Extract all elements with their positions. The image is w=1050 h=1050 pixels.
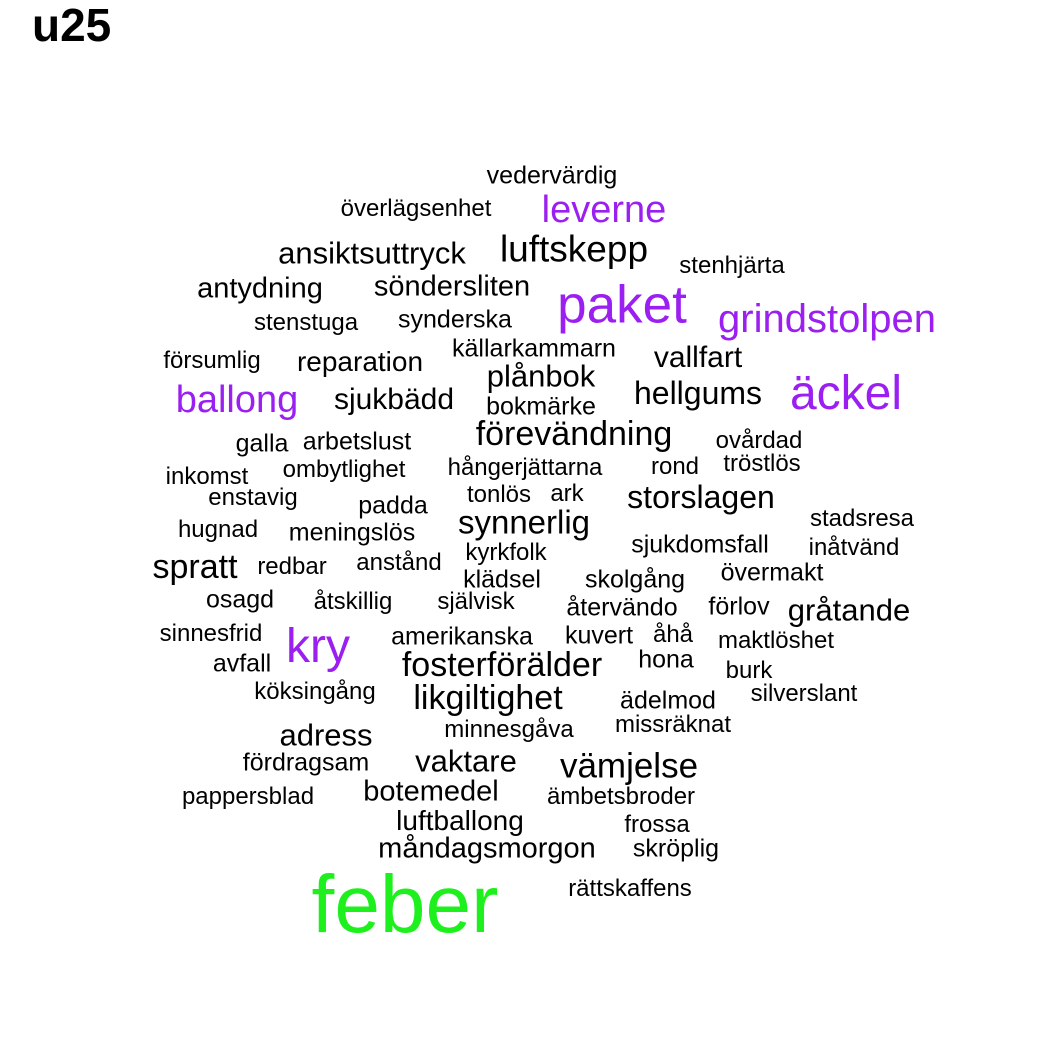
word-planbok: plånbok bbox=[486, 358, 596, 394]
word-ansiktsuttryck: ansiktsuttryck bbox=[278, 235, 466, 271]
word-osagd: osagd bbox=[205, 585, 275, 614]
word-stenstuga: stenstuga bbox=[253, 309, 359, 336]
word-ombytlighet: ombytlighet bbox=[282, 456, 406, 483]
word-bokmarke: bokmärke bbox=[486, 392, 596, 421]
word-ark: ark bbox=[550, 480, 584, 507]
word-paket: paket bbox=[557, 275, 687, 335]
word-sonderslit-n: sönderslitеn bbox=[373, 270, 531, 303]
word-kallarkammarn: källarkammarn bbox=[452, 334, 616, 363]
word-botemedel: botemedel bbox=[363, 775, 499, 808]
word-forsumlig: försumlig bbox=[163, 347, 261, 374]
word-vallfart: vallfart bbox=[653, 341, 743, 374]
word-arbetslust: arbetslust bbox=[302, 427, 412, 456]
word-aha: åhå bbox=[652, 621, 694, 648]
word-spratt: spratt bbox=[152, 548, 238, 586]
word-gratande: gråtande bbox=[787, 592, 911, 628]
word-ackel: äckel bbox=[789, 367, 903, 420]
word-avfall: avfall bbox=[212, 649, 272, 678]
word-redbar: redbar bbox=[257, 553, 327, 580]
word-missraknat: missräknat bbox=[614, 711, 732, 738]
word-likgiltighet: likgiltighet bbox=[413, 679, 563, 717]
word-vamjelse: vämjelse bbox=[559, 746, 699, 786]
word-atervando: återvändo bbox=[566, 593, 678, 622]
word-fosterforalder: fosterförälder bbox=[401, 646, 603, 684]
word-kuvert: kuvert bbox=[564, 621, 634, 650]
word-rond: rond bbox=[650, 453, 700, 480]
word-ballong: ballong bbox=[175, 379, 299, 421]
word-synnerlig: synnerlig bbox=[457, 503, 591, 541]
word-kladsel: klädsel bbox=[463, 565, 541, 594]
word-ovardad: ovårdad bbox=[715, 427, 803, 454]
word-skroplig: skröplig bbox=[632, 834, 720, 863]
word-forevandning: förevändning bbox=[475, 415, 673, 453]
word-overlagsenhet: överlägsenhet bbox=[340, 195, 492, 222]
word-kry: kry bbox=[286, 620, 350, 673]
word-rattskaffens: rättskaffens bbox=[568, 875, 692, 902]
word-fordragsam: fördragsam bbox=[242, 748, 370, 777]
word-frossa: frossa bbox=[624, 811, 690, 838]
word-inkomst: inkomst bbox=[165, 463, 249, 490]
word-hugnad: hugnad bbox=[177, 516, 259, 543]
word-anstand: anstånd bbox=[356, 549, 442, 576]
word-tonlos: tonlös bbox=[466, 481, 532, 508]
word-hona: hona bbox=[638, 645, 694, 674]
word-minnesgava: minnesgåva bbox=[444, 716, 574, 743]
word-skolgang: skolgång bbox=[584, 565, 686, 594]
word-padda: padda bbox=[358, 491, 428, 520]
word-luftskepp: luftskepp bbox=[499, 228, 649, 270]
word-inatvand: inåtvänd bbox=[808, 534, 900, 561]
word-adress: adress bbox=[279, 717, 373, 753]
word-storslagen: storslagen bbox=[627, 479, 775, 515]
word-amerikanska: amerikanska bbox=[391, 622, 533, 651]
word-stenhjarta: stenhjärta bbox=[679, 252, 785, 279]
word-enstavig: enstavig bbox=[208, 484, 298, 511]
word-forlov: förlov bbox=[708, 592, 770, 621]
word-hangerjattarna: hångerjättarna bbox=[447, 454, 603, 481]
word-feber: feber bbox=[311, 859, 499, 950]
word-sinnesfrid: sinnesfrid bbox=[159, 620, 263, 647]
word-adelmod: ädelmod bbox=[620, 686, 716, 715]
word-silverslant: silverslant bbox=[750, 680, 858, 707]
word-stadsresa: stadsresa bbox=[809, 505, 915, 532]
word-antydning: antydning bbox=[197, 272, 323, 305]
word-synderska: synderska bbox=[398, 305, 512, 334]
word-galla: galla bbox=[235, 429, 289, 458]
word-pappersblad: pappersblad bbox=[181, 783, 315, 810]
word-sjalvisk: självisk bbox=[437, 588, 515, 615]
word-meningslos: meningslös bbox=[288, 518, 416, 547]
word-trostlos: tröstlös bbox=[723, 450, 801, 477]
word-vedervardig: vedervärdig bbox=[486, 161, 618, 190]
word-luftballong: luftballong bbox=[396, 805, 524, 836]
word-hellgums: hellgums bbox=[633, 375, 763, 411]
word-ambetsbroder: ämbetsbroder bbox=[546, 783, 696, 810]
word-burk: burk bbox=[725, 657, 773, 684]
word-leverne: leverne bbox=[541, 189, 667, 231]
page-title: u25 bbox=[32, 0, 112, 51]
word-overmakt: övermakt bbox=[720, 558, 824, 587]
word-koksingang: köksingång bbox=[254, 678, 376, 705]
word-maktloshet: maktlöshet bbox=[717, 627, 835, 654]
word-atskillig: åtskillig bbox=[313, 588, 393, 615]
word-kyrkfolk: kyrkfolk bbox=[465, 539, 547, 566]
word-sjukdomsfall: sjukdomsfall bbox=[631, 530, 769, 559]
word-reparation: reparation bbox=[296, 346, 424, 377]
word-vaktare: vaktare bbox=[415, 743, 517, 779]
word-mandagsmorgon: måndagsmorgon bbox=[378, 832, 596, 865]
word-grindstolpen: grindstolpen bbox=[718, 297, 936, 341]
word-sjukbadd: sjukbädd bbox=[333, 383, 455, 416]
